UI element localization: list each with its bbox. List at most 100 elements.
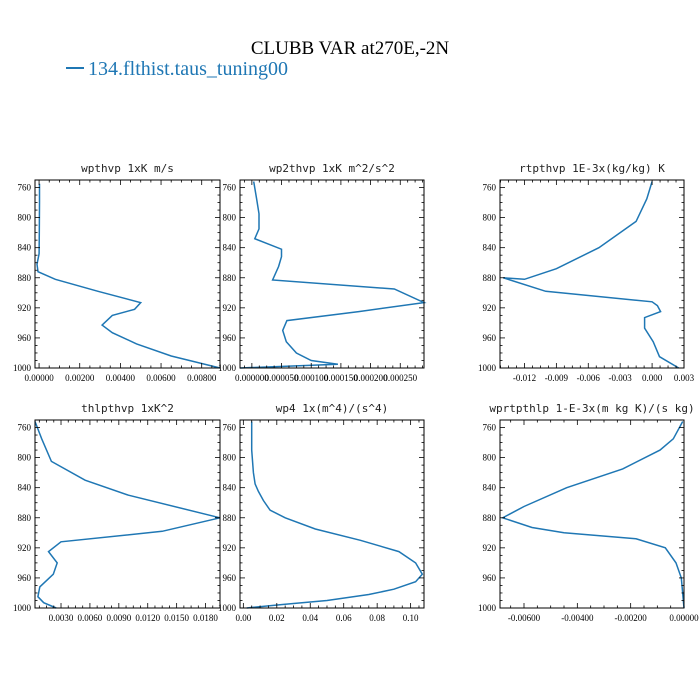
x-tick-label: 0.0120: [135, 613, 160, 623]
series-line: [36, 183, 221, 369]
y-tick-label: 920: [483, 543, 497, 553]
y-tick-label: 1000: [478, 363, 497, 373]
series-line: [239, 181, 427, 369]
subplot-3: rtpthvp 1E-3x(kg/kg) K 760 800 840 880 920 960…: [478, 162, 695, 383]
x-tick-label: -0.006: [577, 373, 601, 383]
series-line: [34, 421, 221, 609]
y-tick-label: 840: [18, 483, 32, 493]
x-tick-label: 0.000000: [235, 373, 269, 383]
legend-label: 134.flthist.taus_tuning00: [88, 58, 288, 80]
y-tick-label: 760: [483, 183, 497, 193]
subplot-1: wpthvp 1xK m/s76080084088092096010000.00…: [13, 162, 221, 383]
y-tick-label: 840: [18, 243, 32, 253]
x-tick-label: 0.0090: [106, 613, 131, 623]
y-tick-label: 920: [223, 543, 237, 553]
plot-frame: [34, 419, 221, 609]
y-tick-label: 760: [18, 423, 32, 433]
x-tick-label: 0.000100: [294, 373, 328, 383]
y-tick-label: 800: [483, 453, 497, 463]
x-tick-label: -0.003: [609, 373, 633, 383]
legend-line-swatch: [66, 67, 84, 70]
y-tick-label: 880: [483, 513, 497, 523]
x-tick-label: -0.00200: [615, 613, 648, 623]
y-tick-label: 840: [483, 243, 497, 253]
y-tick-label: 800: [223, 453, 237, 463]
subplot-6: wprtpthlp 1-E-3x(m kg K)/(s kg) 760 800 840…: [478, 402, 699, 623]
y-tick-label: 960: [223, 573, 237, 583]
y-tick-label: 840: [483, 483, 497, 493]
y-tick-label: 880: [223, 273, 237, 283]
y-tick-label: 920: [223, 303, 237, 313]
plot-frame: [499, 179, 685, 369]
x-tick-label: 0.00000: [669, 613, 699, 623]
subplot-title: thlpthvp 1xK^2: [81, 402, 174, 415]
x-tick-label: 0.0150: [164, 613, 189, 623]
x-tick-label: 0.00000: [24, 373, 54, 383]
y-tick-label: 1000: [218, 603, 237, 613]
x-tick-label: 0.10: [403, 613, 419, 623]
x-tick-label: -0.00400: [561, 613, 594, 623]
x-tick-label: 0.06: [336, 613, 352, 623]
y-tick-label: 920: [18, 303, 32, 313]
x-tick-label: 0.02: [269, 613, 285, 623]
y-tick-label: 960: [483, 333, 497, 343]
y-tick-label: 960: [18, 573, 32, 583]
figure-title: CLUBB VAR at270E,-2N: [250, 38, 450, 59]
y-tick-label: 880: [18, 273, 32, 283]
x-tick-label: 0.00800: [187, 373, 217, 383]
y-tick-label: 1000: [13, 603, 32, 613]
y-tick-label: 800: [18, 213, 32, 223]
x-tick-label: 0.04: [302, 613, 318, 623]
subplot-title: wpthvp 1xK m/s: [81, 162, 174, 175]
x-tick-label: -0.009: [545, 373, 569, 383]
x-tick-label: 0.003: [674, 373, 695, 383]
y-tick-label: 1000: [13, 363, 32, 373]
y-tick-label: 920: [483, 303, 497, 313]
x-tick-label: 0.0180: [193, 613, 218, 623]
x-tick-label: 0.000: [642, 373, 663, 383]
series-line: [246, 421, 424, 609]
x-tick-label: 0.0030: [49, 613, 74, 623]
x-tick-label: 0.000150: [324, 373, 358, 383]
y-tick-label: 840: [223, 483, 237, 493]
x-tick-label: 0.0060: [78, 613, 103, 623]
y-tick-label: 1000: [218, 363, 237, 373]
subplot-2: wp2thvp 1xK m^2/s^2 760 800 840 880 920 960 100…: [218, 162, 427, 383]
subplot-title: rtpthvp 1E-3x(kg/kg) K: [519, 162, 665, 175]
y-tick-label: 880: [18, 513, 32, 523]
plot-frame: [34, 179, 221, 369]
plot-frame: [239, 179, 425, 369]
subplot-title: wprtpthlp 1-E-3x(m kg K)/(s kg): [489, 402, 694, 415]
subplot-5: wp4 1x(m^4)/(s^4)76080084088092096010000…: [218, 402, 425, 623]
x-tick-label: 0.08: [369, 613, 385, 623]
y-tick-label: 960: [223, 333, 237, 343]
y-tick-label: 880: [223, 513, 237, 523]
y-tick-label: 800: [483, 213, 497, 223]
x-tick-label: 0.00: [235, 613, 251, 623]
y-tick-label: 760: [223, 183, 237, 193]
y-tick-label: 760: [223, 423, 237, 433]
legend: 134.flthist.taus_tuning00: [66, 58, 288, 81]
series-line: [502, 181, 680, 369]
series-line: [500, 421, 685, 609]
y-tick-label: 800: [223, 213, 237, 223]
plot-frame: [239, 419, 425, 609]
subplot-title: wp4 1x(m^4)/(s^4): [276, 402, 389, 415]
x-tick-label: -0.00600: [508, 613, 541, 623]
x-tick-label: 0.00400: [106, 373, 136, 383]
y-tick-label: 960: [18, 333, 32, 343]
plot-frame: [499, 419, 685, 609]
y-tick-label: 920: [18, 543, 32, 553]
y-tick-label: 960: [483, 573, 497, 583]
x-tick-label: 0.00600: [146, 373, 176, 383]
subplot-title: wp2thvp 1xK m^2/s^2: [269, 162, 395, 175]
x-tick-label: 0.000050: [265, 373, 299, 383]
x-tick-label: 0.000200: [354, 373, 388, 383]
y-tick-label: 760: [18, 183, 32, 193]
x-tick-label: 0.00200: [65, 373, 95, 383]
x-tick-label: -0.012: [513, 373, 536, 383]
y-tick-label: 840: [223, 243, 237, 253]
subplot-4: thlpthvp 1xK^2 760 800 840 880 920 960 1000 0.00…: [13, 402, 221, 623]
y-tick-label: 800: [18, 453, 32, 463]
